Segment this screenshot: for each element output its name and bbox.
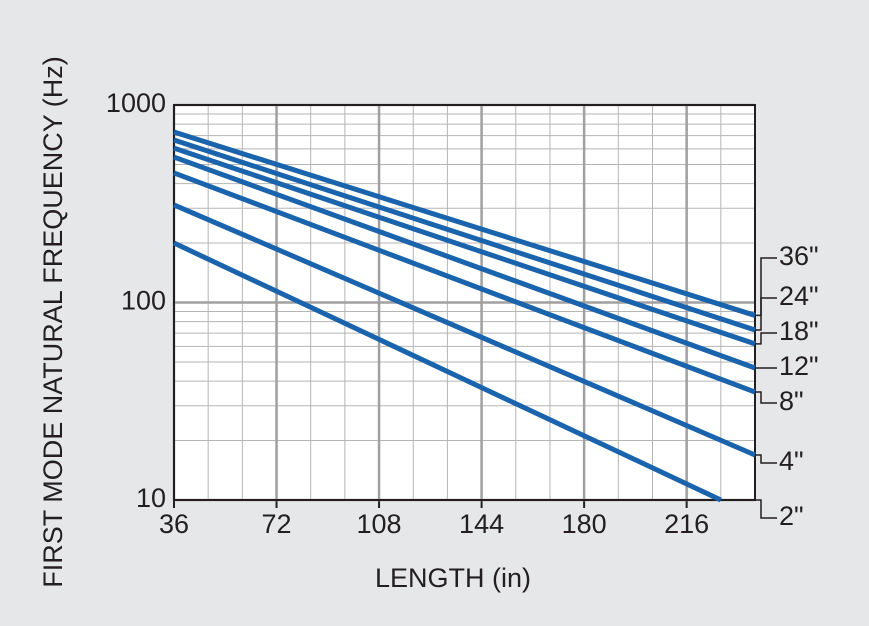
legend-label: 36" [779, 241, 819, 271]
y-tick-label: 10 [136, 483, 166, 513]
y-axis-label: FIRST MODE NATURAL FREQUENCY (Hz) [38, 56, 68, 588]
legend-label: 2" [779, 501, 804, 531]
x-tick-label: 36 [159, 509, 189, 539]
series-line [173, 145, 756, 347]
y-tick-label: 1000 [106, 88, 166, 118]
leader-line [755, 391, 777, 404]
x-tick-label: 72 [262, 509, 292, 539]
y-tick-label: 100 [121, 286, 166, 316]
series-line [172, 240, 722, 503]
leader-line [755, 257, 777, 317]
plot-frame [173, 104, 756, 501]
legend-label: 8" [779, 386, 804, 416]
x-axis-label: LENGTH (in) [375, 563, 531, 593]
leader-line [755, 454, 777, 464]
series-line [173, 202, 756, 458]
legend-label: 12" [779, 351, 819, 381]
legend-label: 4" [779, 446, 804, 476]
series-line [173, 170, 756, 395]
x-tick-label: 144 [459, 509, 504, 539]
series-line [173, 137, 756, 333]
series-line [173, 154, 756, 371]
x-tick-label: 108 [357, 509, 402, 539]
x-tick-label: 216 [664, 509, 709, 539]
legend-label: 18" [779, 316, 819, 346]
x-tick-label: 180 [562, 509, 607, 539]
leader-line [755, 332, 777, 345]
series-line [173, 129, 756, 318]
leader-line [755, 297, 777, 331]
legend-label: 24" [779, 281, 819, 311]
leader-line [720, 499, 777, 519]
